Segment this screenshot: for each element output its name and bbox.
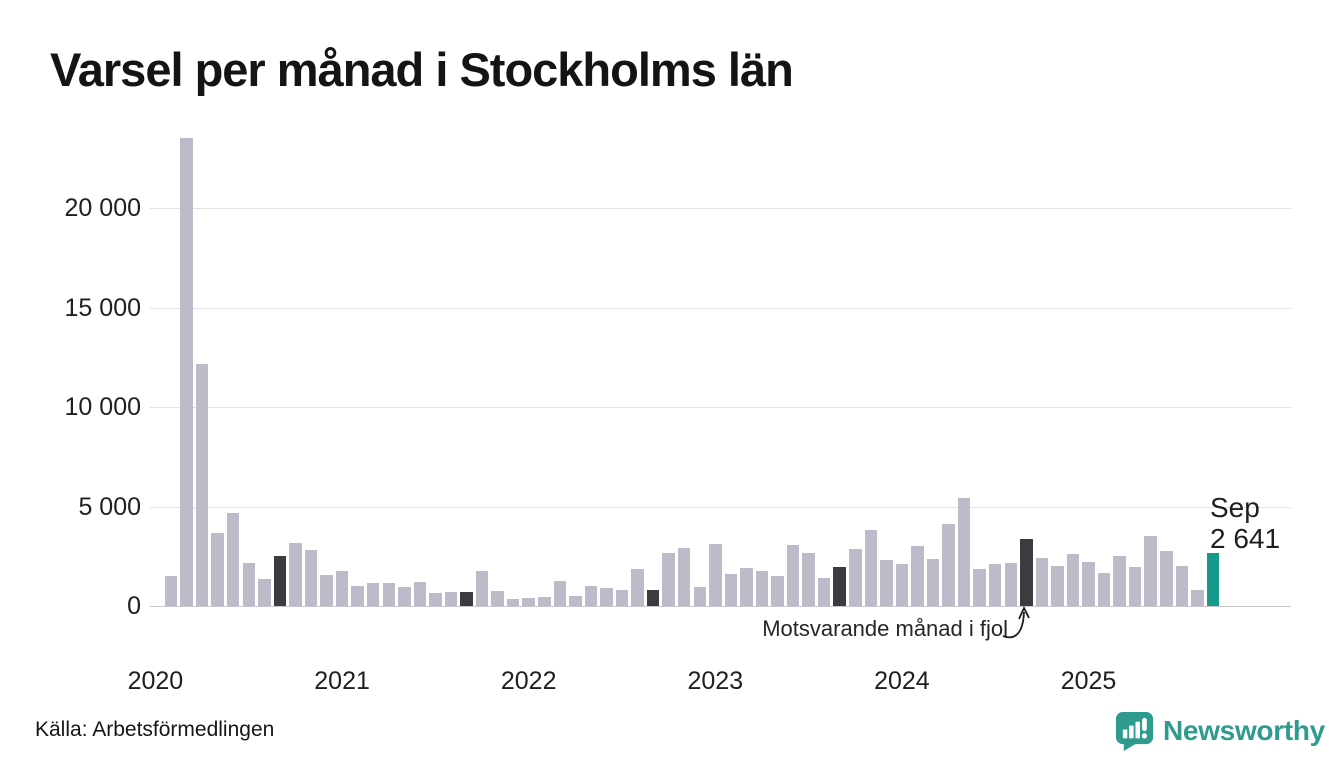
x-tick-label-2022: 2022 [500,667,557,695]
bar-2024-09[interactable] [1020,539,1033,606]
bar-2023-12[interactable] [880,560,893,606]
bar-2023-03[interactable] [740,568,753,606]
bar-2024-03[interactable] [926,559,940,606]
bar-2023-05[interactable] [771,576,784,606]
bar-2020-03[interactable] [180,138,193,606]
x-axis-line [150,606,1291,607]
annotation-last-year: Motsvarande månad i fjol [762,616,1008,641]
bar-2022-09[interactable] [646,590,660,606]
last-point-label: Sep 2 641 [1210,492,1280,554]
bar-2024-10[interactable] [1035,558,1049,606]
bar-2023-02[interactable] [724,574,738,606]
bar-2021-04[interactable] [382,583,395,606]
y-tick-label-5000: 5 000 [78,492,141,521]
bar-2020-12[interactable] [320,575,333,606]
y-tick-label-15000: 15 000 [64,293,141,322]
bar-2021-02[interactable] [351,586,364,606]
bar-2024-08[interactable] [1004,563,1017,606]
bar-2025-06[interactable] [1160,551,1173,606]
bar-2024-07[interactable] [988,564,1002,606]
bar-2024-06[interactable] [973,569,986,606]
bar-2023-01[interactable] [709,544,722,606]
bar-2025-02[interactable] [1097,573,1111,606]
bar-2025-09[interactable] [1206,553,1220,606]
bar-2022-11[interactable] [677,548,691,606]
bar-2021-11[interactable] [491,591,504,606]
bar-2024-12[interactable] [1066,554,1080,606]
bar-2020-02[interactable] [164,576,178,606]
bar-2022-10[interactable] [662,553,675,606]
bar-2023-09[interactable] [833,567,846,606]
bar-2024-04[interactable] [942,524,955,606]
last-point-month: Sep [1210,492,1260,523]
bar-2020-06[interactable] [226,512,240,606]
bar-2022-06[interactable] [600,588,613,606]
bar-2021-09[interactable] [460,592,473,606]
bar-2023-04[interactable] [755,571,769,606]
bar-2021-07[interactable] [429,593,442,606]
chart-title: Varsel per månad i Stockholms län [50,43,794,96]
bar-2021-12[interactable] [506,599,520,606]
bar-2025-03[interactable] [1113,556,1126,607]
x-tick-label-2025: 2025 [1060,667,1117,695]
newsworthy-icon [1115,711,1154,751]
bar-2023-11[interactable] [864,530,877,606]
bar-2020-05[interactable] [211,533,224,606]
x-tick-label-2023: 2023 [687,667,744,695]
bar-2022-05[interactable] [584,586,598,606]
bar-2024-11[interactable] [1051,566,1064,606]
bar-2025-01[interactable] [1082,562,1095,606]
gridline-10000 [150,407,1291,408]
bar-2021-10[interactable] [475,571,489,606]
bar-2023-07[interactable] [802,553,815,606]
bar-2021-03[interactable] [366,583,380,606]
bar-2024-02[interactable] [911,546,924,606]
bar-2020-08[interactable] [258,579,271,606]
bar-2021-05[interactable] [398,587,411,606]
bar-2025-07[interactable] [1175,566,1188,606]
bar-2023-10[interactable] [849,549,862,606]
bar-2021-06[interactable] [413,582,427,606]
bar-2020-10[interactable] [289,543,302,606]
x-tick-label-2021: 2021 [314,667,370,695]
bar-2025-04[interactable] [1128,567,1142,606]
bar-2022-04[interactable] [569,596,582,606]
y-tick-label-10000: 10 000 [64,393,141,421]
bar-2022-08[interactable] [631,569,644,606]
newsworthy-logo: Newsworthy [1115,711,1325,751]
gridline-20000 [150,208,1291,209]
bar-2024-01[interactable] [895,564,909,606]
bar-2020-07[interactable] [242,563,255,606]
annotation-arrow-icon [1002,605,1030,639]
bar-2023-08[interactable] [817,578,831,606]
bar-2024-05[interactable] [957,497,971,606]
gridline-15000 [150,307,1291,309]
source-credit: Källa: Arbetsförmedlingen [35,718,275,741]
newsworthy-wordmark: Newsworthy [1163,715,1325,746]
bar-2020-09[interactable] [273,556,287,607]
bar-2020-11[interactable] [304,550,318,606]
bar-2023-06[interactable] [786,545,800,606]
y-tick-label-0: 0 [127,592,141,620]
gridline-5000 [150,506,1291,508]
bar-2025-08[interactable] [1191,590,1204,606]
bar-2020-04[interactable] [195,364,209,606]
bar-2021-01[interactable] [335,571,349,606]
bar-2022-01[interactable] [522,598,535,606]
bar-2022-03[interactable] [553,581,566,606]
bar-2022-07[interactable] [615,590,629,606]
bar-2022-12[interactable] [693,587,706,606]
x-tick-label-2020: 2020 [127,667,184,695]
x-tick-label-2024: 2024 [874,667,930,695]
y-tick-label-20000: 20 000 [64,194,141,222]
bar-2021-08[interactable] [444,592,458,606]
last-point-value: 2 641 [1210,523,1281,554]
bar-2025-05[interactable] [1144,536,1157,607]
bar-2022-02[interactable] [538,597,551,606]
